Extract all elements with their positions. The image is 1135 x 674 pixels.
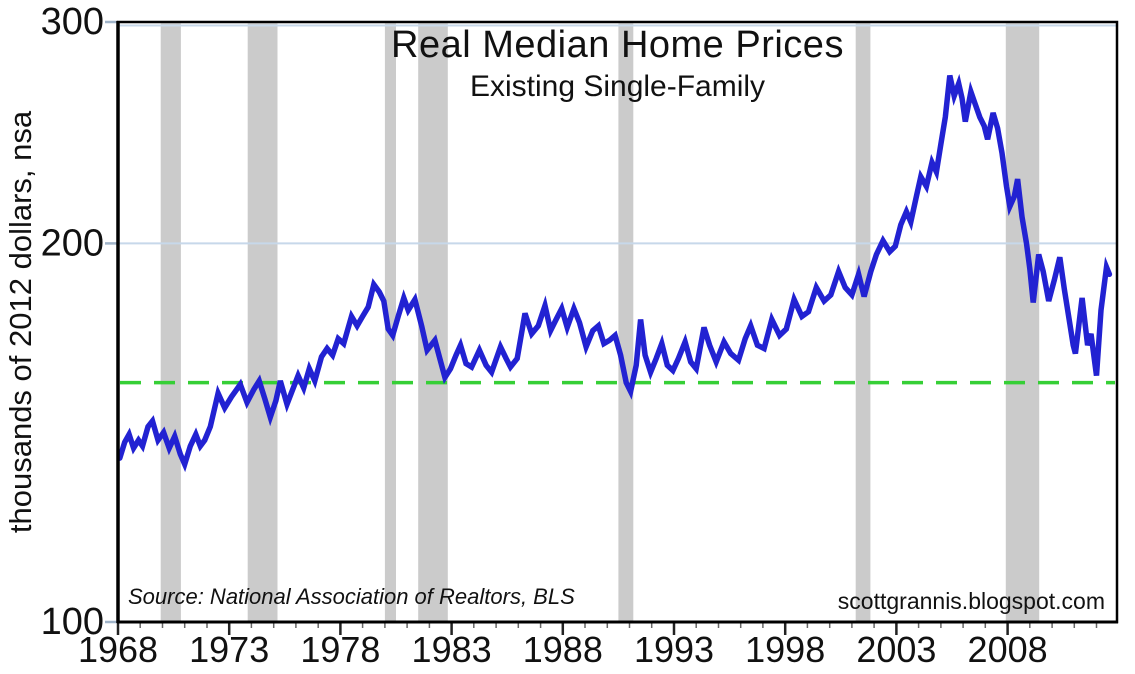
y-tick-label: 200 [41,222,104,264]
y-tick-label: 300 [41,1,104,43]
y-axis-label: thousands of 2012 dollars, nsa [3,110,38,534]
recession-band [1005,23,1040,621]
y-tick-label: 100 [41,601,104,643]
chart-title: Real Median Home Prices [391,24,844,66]
recession-band [247,23,278,621]
x-tick-label: 1988 [523,629,603,670]
x-tick-label: 2003 [856,629,936,670]
recession-band [160,23,181,621]
x-tick-label: 2008 [968,629,1048,670]
recession-band [384,23,396,621]
x-tick-label: 1978 [300,629,380,670]
chart-subtitle: Existing Single-Family [469,70,766,103]
x-tick-label: 1993 [634,629,714,670]
recession-band [618,23,634,621]
x-tick-label: 1983 [412,629,492,670]
x-tick-label: 1968 [78,629,158,670]
recession-band [855,23,871,621]
x-tick-label: 1998 [745,629,825,670]
x-tick-label: 1973 [189,629,269,670]
watermark: scottgrannis.blogspot.com [837,588,1105,614]
price-series-line [117,73,1113,473]
source-note: Source: National Association of Realtors… [128,584,575,609]
